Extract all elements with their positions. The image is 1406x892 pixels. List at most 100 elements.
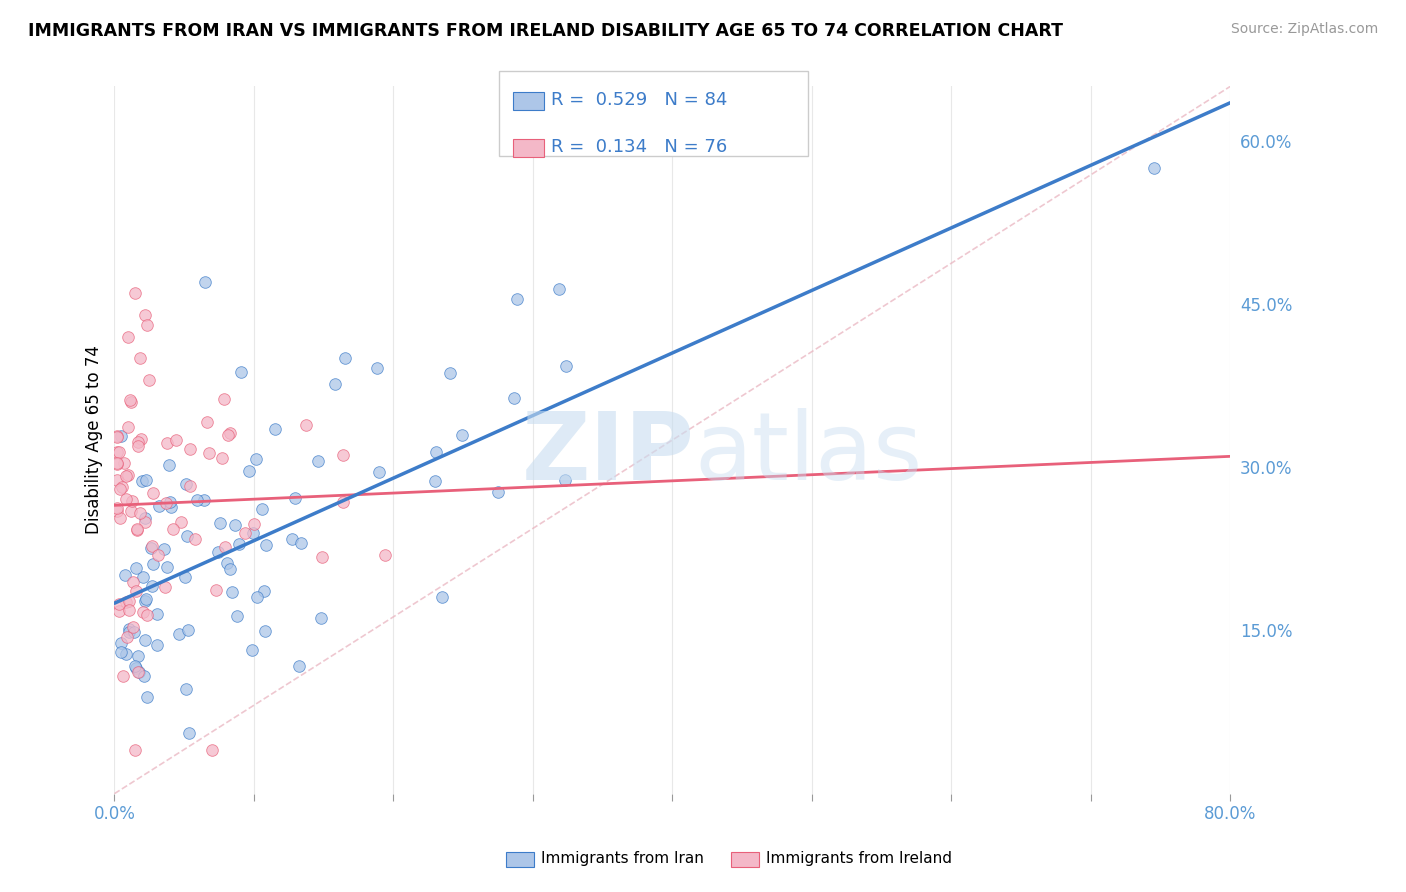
Point xyxy=(548,282,571,296)
Point xyxy=(215,556,238,570)
Text: IMMIGRANTS FROM IRAN VS IMMIGRANTS FROM IRELAND DISABILITY AGE 65 TO 74 CORRELAT: IMMIGRANTS FROM IRAN VS IMMIGRANTS FROM … xyxy=(28,22,1063,40)
Point xyxy=(117,467,139,482)
Point xyxy=(162,522,184,536)
Point xyxy=(132,606,155,620)
Point xyxy=(128,506,150,520)
Point xyxy=(105,430,128,444)
Point xyxy=(159,500,181,514)
Point xyxy=(146,549,169,563)
Point xyxy=(111,668,134,682)
Point xyxy=(108,604,131,618)
Point xyxy=(284,491,307,505)
Point xyxy=(117,630,139,644)
Point xyxy=(231,365,253,379)
Point xyxy=(135,607,157,622)
Point xyxy=(179,479,201,493)
Point xyxy=(145,607,167,621)
Point xyxy=(183,532,205,546)
Point xyxy=(254,538,277,552)
Point xyxy=(105,457,128,471)
Point xyxy=(288,658,311,673)
Point xyxy=(253,583,276,598)
Point xyxy=(128,665,150,679)
Point xyxy=(1143,161,1166,175)
Point xyxy=(176,528,198,542)
Point xyxy=(105,457,128,471)
Point xyxy=(506,292,529,306)
Point xyxy=(125,561,148,575)
Point xyxy=(167,627,190,641)
Point xyxy=(135,690,157,705)
Point xyxy=(159,495,181,509)
Point xyxy=(170,515,193,529)
Point xyxy=(502,392,524,406)
Point xyxy=(153,541,176,556)
Point xyxy=(112,456,135,470)
Point xyxy=(134,511,156,525)
Point xyxy=(142,486,165,500)
Point xyxy=(142,558,165,572)
Text: R =  0.134   N = 76: R = 0.134 N = 76 xyxy=(551,138,727,156)
Point xyxy=(186,493,208,508)
Point xyxy=(423,475,446,489)
Point xyxy=(134,669,156,683)
Point xyxy=(281,532,304,546)
Point xyxy=(368,465,391,479)
Point xyxy=(134,308,156,322)
Point xyxy=(157,458,180,472)
Point xyxy=(124,286,146,301)
Point xyxy=(242,516,264,531)
Point xyxy=(156,436,179,450)
Point xyxy=(107,445,129,459)
Point xyxy=(165,433,187,447)
Point xyxy=(141,579,163,593)
Point xyxy=(107,597,129,611)
Point xyxy=(176,477,198,491)
Point xyxy=(111,480,134,494)
Point xyxy=(242,525,264,540)
Point xyxy=(124,584,146,599)
Point xyxy=(139,541,162,555)
Point xyxy=(128,351,150,366)
Point xyxy=(125,524,148,538)
Text: Immigrants from Iran: Immigrants from Iran xyxy=(541,852,704,866)
Point xyxy=(156,559,179,574)
Point xyxy=(117,420,139,434)
Text: Source: ZipAtlas.com: Source: ZipAtlas.com xyxy=(1230,22,1378,37)
Point xyxy=(224,518,246,533)
Point xyxy=(211,450,233,465)
Point xyxy=(294,418,316,433)
Point xyxy=(240,642,263,657)
Point xyxy=(141,539,163,553)
Point xyxy=(221,584,243,599)
Point xyxy=(121,494,143,508)
Point xyxy=(132,570,155,584)
Point xyxy=(174,682,197,697)
Point xyxy=(134,515,156,529)
Text: atlas: atlas xyxy=(695,409,922,500)
Point xyxy=(198,446,221,460)
Point xyxy=(179,726,201,740)
Point xyxy=(195,415,218,429)
Point xyxy=(134,594,156,608)
Point xyxy=(127,439,149,453)
Text: R =  0.529   N = 84: R = 0.529 N = 84 xyxy=(551,91,727,109)
Point xyxy=(110,429,132,443)
Point xyxy=(554,473,576,487)
Point xyxy=(488,485,510,500)
Point xyxy=(136,318,159,333)
Point xyxy=(120,395,142,409)
Point xyxy=(155,496,177,510)
Point xyxy=(135,473,157,487)
Point xyxy=(127,665,149,679)
Point xyxy=(425,445,447,459)
Point xyxy=(179,442,201,456)
Point xyxy=(124,658,146,673)
Point xyxy=(374,548,396,562)
Point xyxy=(253,624,276,638)
Point xyxy=(118,392,141,407)
Point xyxy=(148,499,170,513)
Point xyxy=(125,661,148,675)
Point xyxy=(311,549,333,564)
Point xyxy=(212,392,235,407)
